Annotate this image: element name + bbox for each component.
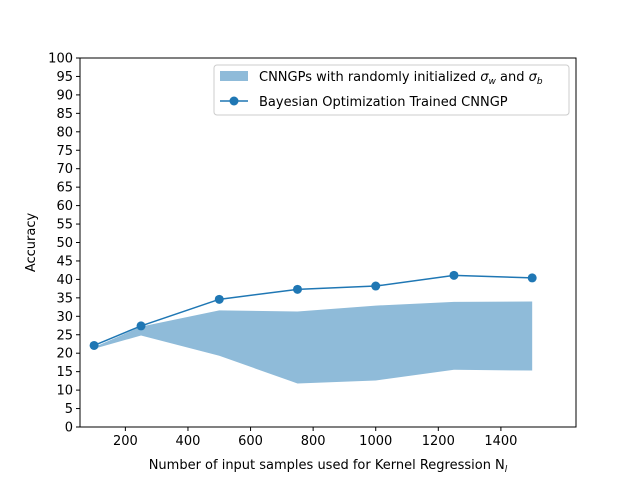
y-axis-title: Accuracy bbox=[24, 213, 39, 273]
y-tick-label: 25 bbox=[56, 328, 73, 343]
series-layer bbox=[89, 270, 537, 350]
data-point bbox=[449, 270, 459, 280]
y-tick-label: 75 bbox=[56, 144, 73, 159]
legend-band-sub-w: w bbox=[489, 77, 497, 87]
legend-band-sigma-w: σ bbox=[480, 70, 489, 85]
y-tick-label: 40 bbox=[56, 273, 73, 288]
y-axis: 0 5 10 15 20 25 30 35 40 45 50 55 60 65 70 75 80 85 90 95 10… bbox=[48, 52, 80, 436]
y-tick-label: 70 bbox=[56, 162, 73, 177]
data-point bbox=[371, 281, 381, 291]
y-tick-label: 100 bbox=[48, 52, 73, 67]
y-tick-label: 30 bbox=[56, 310, 73, 325]
legend-band-swatch bbox=[220, 71, 248, 81]
y-tick-label: 80 bbox=[56, 125, 73, 140]
x-axis-title-subscript: l bbox=[505, 465, 508, 475]
x-axis-title: Number of input samples used for Kernel … bbox=[149, 458, 508, 475]
y-tick-label: 0 bbox=[65, 421, 73, 436]
y-tick-label: 90 bbox=[56, 88, 73, 103]
y-tick-label: 60 bbox=[56, 199, 73, 214]
x-axis: 200 400 600 800 1000 1200 1400 bbox=[113, 427, 517, 449]
data-point bbox=[214, 294, 224, 304]
x-tick-label: 200 bbox=[113, 434, 138, 449]
legend: CNNGPs with randomly initialized σw and … bbox=[213, 64, 570, 116]
legend-series-marker bbox=[229, 96, 239, 106]
y-tick-label: 50 bbox=[56, 236, 73, 251]
y-tick-label: 10 bbox=[56, 384, 73, 399]
legend-series-label: Bayesian Optimization Trained CNNGP bbox=[259, 95, 508, 110]
band-area bbox=[94, 301, 533, 384]
y-tick-label: 55 bbox=[56, 218, 73, 233]
band-layer bbox=[94, 301, 533, 384]
legend-band-text-2: and bbox=[496, 70, 529, 85]
x-tick-label: 1000 bbox=[359, 434, 392, 449]
legend-band-label: CNNGPs with randomly initialized σw and … bbox=[259, 70, 543, 87]
y-tick-label: 45 bbox=[56, 254, 73, 269]
y-tick-label: 95 bbox=[56, 70, 73, 85]
data-point bbox=[527, 273, 537, 283]
x-axis-title-text: Number of input samples used for Kernel … bbox=[149, 458, 505, 473]
x-tick-label: 600 bbox=[238, 434, 263, 449]
legend-band-text-1: CNNGPs with randomly initialized bbox=[259, 70, 480, 85]
data-point bbox=[292, 284, 302, 294]
y-tick-label: 15 bbox=[56, 365, 73, 380]
x-tick-label: 1200 bbox=[422, 434, 455, 449]
x-tick-label: 1400 bbox=[484, 434, 517, 449]
y-tick-label: 5 bbox=[65, 402, 73, 417]
legend-band-sigma-b: σ bbox=[529, 70, 538, 85]
y-tick-label: 65 bbox=[56, 181, 73, 196]
legend-box bbox=[213, 64, 570, 116]
y-tick-label: 20 bbox=[56, 347, 73, 362]
data-point bbox=[89, 340, 99, 350]
data-point bbox=[136, 321, 146, 331]
y-tick-label: 85 bbox=[56, 107, 73, 122]
x-tick-label: 800 bbox=[301, 434, 326, 449]
legend-band-sub-b: b bbox=[537, 77, 543, 87]
x-tick-label: 400 bbox=[176, 434, 201, 449]
y-tick-label: 35 bbox=[56, 291, 73, 306]
